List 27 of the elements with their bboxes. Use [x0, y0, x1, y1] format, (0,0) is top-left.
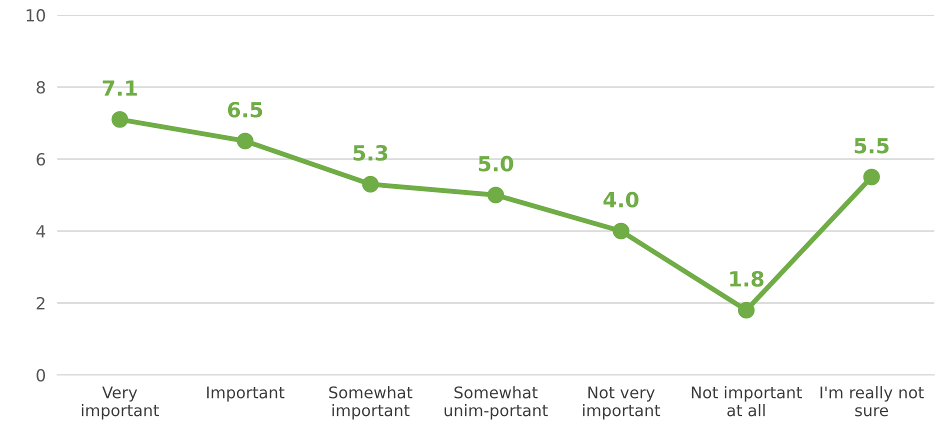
x-tick-label: Somewhat unim-portant — [444, 386, 548, 420]
y-tick-label: 8 — [36, 81, 45, 94]
point — [362, 176, 379, 193]
data-label: 6.5 — [228, 102, 262, 118]
y-tick-label: 4 — [36, 225, 46, 238]
y-tick-label: 2 — [36, 296, 44, 310]
x-tick-label: Important — [207, 386, 284, 402]
data-label: 5.5 — [854, 138, 889, 154]
x-tick-label: Not important at all — [692, 386, 802, 416]
point — [738, 302, 755, 319]
x-tick-label: Very important — [82, 386, 159, 420]
data-label: 7.1 — [102, 80, 137, 96]
y-tick-label: 6 — [36, 153, 46, 166]
data-label: 5.0 — [478, 156, 514, 172]
x-tick-label: Not very important — [583, 386, 660, 420]
data-label: 5.3 — [354, 144, 388, 161]
point — [112, 111, 128, 128]
point — [863, 168, 880, 186]
data-label: 1.8 — [730, 270, 764, 287]
data-label: 4.0 — [604, 192, 638, 208]
point — [612, 222, 630, 240]
point — [236, 132, 254, 150]
x-tick-label: Somewhat important — [329, 386, 412, 420]
point — [487, 186, 504, 204]
y-tick-label: 10 — [26, 9, 45, 22]
x-tick-label: I'm really not sure — [820, 386, 924, 416]
y-tick-label: 0 — [36, 368, 45, 382]
